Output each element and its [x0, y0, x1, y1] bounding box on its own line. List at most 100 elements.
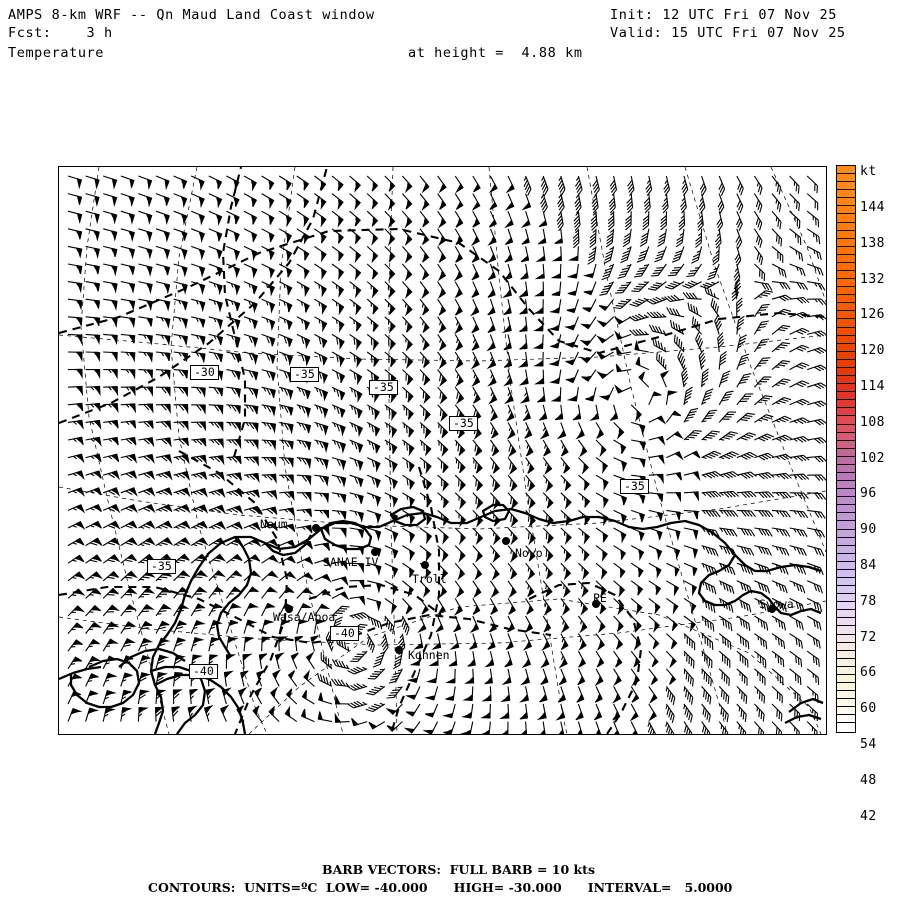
wind-barb: [578, 474, 590, 491]
colorbar-cell: [837, 327, 855, 336]
wind-barb: [208, 521, 227, 531]
wind-barb: [261, 506, 278, 515]
wind-barb: [666, 633, 678, 650]
wind-barb: [252, 705, 263, 722]
colorbar-cell: [837, 642, 855, 651]
wind-barb: [103, 193, 118, 208]
wind-barb: [102, 537, 121, 547]
wind-barb: [155, 504, 173, 513]
wind-barb: [520, 211, 531, 228]
wind-barb: [367, 668, 386, 680]
wind-barb: [191, 281, 206, 295]
wind-barb: [503, 369, 513, 387]
wind-barb: [454, 474, 466, 493]
wind-barb: [701, 580, 717, 595]
wind-barb: [718, 686, 730, 705]
wind-barb: [753, 193, 763, 213]
wind-barb: [366, 263, 379, 280]
wind-barb: [103, 281, 118, 294]
wind-barb: [67, 504, 86, 514]
wind-barb: [278, 263, 293, 278]
wind-barb: [789, 633, 803, 649]
wind-barb: [550, 334, 562, 349]
wind-barb: [402, 527, 416, 544]
wind-barb: [349, 421, 364, 438]
wind-barb: [701, 668, 712, 687]
wind-barb: [643, 193, 651, 214]
wind-barb: [615, 281, 632, 294]
wind-barb: [191, 487, 208, 498]
wind-barb: [507, 562, 518, 580]
station-label: Novo: [515, 546, 543, 560]
wind-barb: [349, 333, 362, 351]
forecast-map-panel[interactable]: -30-35-35-35-35-35-40-40-40-40-40-40-40 …: [58, 166, 827, 735]
colorbar-cell: [837, 279, 855, 288]
wind-barb: [384, 351, 397, 368]
colorbar-cell: [837, 424, 855, 433]
wind-barb: [349, 369, 363, 386]
wind-barb: [223, 670, 234, 687]
wind-barb: [718, 451, 739, 460]
wind-barb: [226, 472, 242, 481]
station-marker: [502, 537, 510, 545]
wind-barb: [261, 298, 276, 314]
wind-barb: [807, 418, 826, 426]
wind-barb: [85, 228, 100, 242]
wind-barb: [540, 193, 548, 214]
wind-barb: [664, 294, 685, 303]
wind-barb: [366, 245, 379, 264]
colorbar-cell: [837, 182, 855, 191]
wind-barb: [577, 439, 588, 458]
wind-barb: [296, 572, 314, 582]
colorbar-cell: [837, 505, 855, 514]
wind-barb: [401, 228, 413, 247]
map-graphics: [59, 167, 826, 734]
wind-barb: [103, 263, 118, 277]
wind-barb: [261, 439, 277, 451]
wind-barb: [349, 175, 361, 193]
wind-barb: [314, 316, 328, 333]
wind-barb: [155, 420, 172, 431]
wind-barb: [648, 435, 666, 446]
wind-barb: [419, 298, 430, 316]
wind-barb: [384, 333, 396, 352]
wind-barb: [173, 520, 191, 530]
wind-barb: [712, 246, 720, 266]
wind-barb: [296, 404, 311, 419]
colorbar-cell: [837, 367, 855, 377]
contour-value-label: -35: [147, 559, 176, 574]
wind-barb: [67, 707, 83, 722]
wind-barb: [807, 298, 826, 306]
wind-barb: [419, 404, 431, 422]
wind-barb: [120, 503, 138, 514]
wind-barb: [261, 522, 278, 531]
wind-barb: [487, 316, 496, 334]
wind-barb: [191, 438, 207, 447]
wind-barb: [771, 415, 792, 423]
wind-barb: [648, 527, 663, 540]
wind-barb: [613, 721, 620, 734]
wind-barb: [736, 721, 747, 734]
wind-barb: [583, 281, 597, 296]
wind-barb: [437, 386, 448, 405]
wind-barb: [208, 193, 223, 209]
wind-barb: [347, 700, 368, 709]
wind-barb: [533, 281, 545, 297]
wind-barb: [578, 492, 591, 508]
wind-barb: [807, 545, 825, 557]
wind-barb: [789, 492, 809, 500]
wind-barb: [155, 654, 170, 669]
wind-barb: [551, 281, 562, 297]
wind-barb: [550, 263, 562, 279]
wind-barb: [572, 228, 580, 249]
wind-barb: [261, 554, 280, 564]
wind-barb: [665, 410, 682, 423]
wind-barb: [67, 298, 83, 311]
wind-barb: [155, 537, 174, 547]
wind-barb: [349, 298, 362, 316]
colorbar-cell: [837, 594, 855, 603]
wind-barb: [701, 409, 718, 423]
wind-barb: [243, 404, 259, 415]
wind-barb: [314, 542, 331, 551]
colorbar-cell: [837, 699, 855, 708]
